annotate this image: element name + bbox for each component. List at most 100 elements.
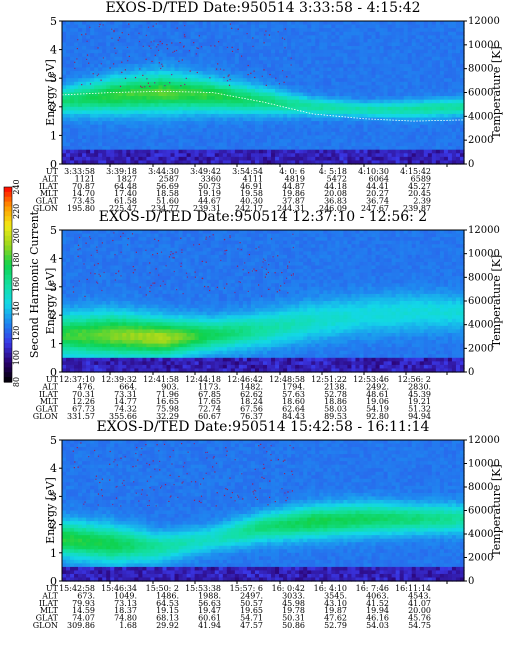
- heatmap-cell: [367, 71, 373, 76]
- heatmap-cell: [263, 131, 268, 136]
- heatmap-cell: [447, 67, 453, 72]
- heatmap-cell: [74, 63, 79, 69]
- heatmap-cell: [331, 38, 336, 44]
- heatmap-cell: [122, 24, 127, 29]
- heatmap-cell: [423, 81, 429, 86]
- heatmap-cell: [134, 24, 139, 29]
- heatmap-cell: [355, 85, 361, 90]
- heatmap-cell: [371, 110, 377, 115]
- heatmap-cell: [158, 110, 164, 115]
- heatmap-cell: [291, 81, 296, 86]
- heatmap-cell: [275, 121, 280, 126]
- heatmap-cell: [198, 85, 204, 90]
- heatmap-cell: [74, 81, 79, 86]
- heatmap-cell: [114, 110, 119, 115]
- heatmap-cell: [271, 117, 276, 122]
- heatmap-cell: [106, 117, 111, 122]
- heatmap-cell: [415, 49, 421, 54]
- heatmap-cell: [190, 124, 196, 129]
- heatmap-cell: [78, 156, 83, 162]
- heatmap-cell: [78, 272, 83, 277]
- heatmap-cell: [106, 269, 111, 274]
- heatmap-cell: [391, 138, 397, 144]
- noise-speck: [197, 47, 199, 49]
- noise-speck: [217, 63, 219, 65]
- heatmap-cell: [130, 343, 135, 348]
- heatmap-cell: [66, 117, 71, 122]
- heatmap-cell: [303, 85, 308, 90]
- heatmap-cell: [234, 146, 240, 151]
- heatmap-cell: [134, 258, 139, 263]
- heatmap-cell: [150, 138, 156, 144]
- heatmap-cell: [90, 142, 95, 147]
- heatmap-cell: [335, 135, 340, 140]
- heatmap-cell: [114, 35, 119, 40]
- heatmap-cell: [443, 21, 449, 26]
- heatmap-cell: [254, 106, 260, 111]
- heatmap-cell: [230, 56, 236, 61]
- heatmap-cell: [363, 106, 369, 111]
- heatmap-cell: [90, 272, 95, 277]
- heatmap-cell: [222, 67, 228, 72]
- noise-speck: [146, 78, 148, 80]
- heatmap-cell: [379, 24, 385, 29]
- heatmap-cell: [130, 160, 135, 165]
- heatmap-cell: [447, 156, 453, 162]
- heatmap-cell: [78, 350, 83, 355]
- heatmap-cell: [94, 135, 99, 140]
- heatmap-cell: [206, 35, 212, 40]
- heatmap-cell: [347, 92, 353, 97]
- heatmap-cell: [275, 24, 280, 29]
- heatmap-cell: [419, 128, 425, 133]
- heatmap-cell: [158, 63, 164, 69]
- heatmap-cell: [78, 364, 83, 370]
- heatmap-cell: [315, 28, 320, 33]
- heatmap-cell: [403, 113, 409, 119]
- heatmap-cell: [371, 38, 377, 44]
- heatmap-cell: [218, 42, 224, 47]
- heatmap-cell: [186, 71, 192, 76]
- heatmap-cell: [118, 74, 123, 79]
- heatmap-cell: [375, 49, 381, 54]
- heatmap-cell: [126, 21, 131, 26]
- heatmap-cell: [178, 153, 184, 158]
- heatmap-cell: [66, 31, 71, 36]
- heatmap-cell: [122, 336, 127, 341]
- heatmap-cell: [166, 117, 172, 122]
- heatmap-cell: [222, 63, 228, 69]
- heatmap-cell: [130, 60, 135, 65]
- heatmap-cell: [102, 283, 107, 288]
- noise-speck: [74, 61, 76, 63]
- y2-tick-label: 2000: [468, 135, 493, 146]
- heatmap-cell: [62, 332, 67, 338]
- heatmap-cell: [214, 81, 220, 86]
- noise-speck: [119, 37, 121, 39]
- heatmap-cell: [126, 28, 131, 33]
- heatmap-cell: [126, 71, 131, 76]
- noise-speck: [138, 32, 140, 34]
- heatmap-cell: [186, 28, 192, 33]
- heatmap-cell: [335, 21, 340, 26]
- noise-speck: [76, 58, 78, 60]
- heatmap-cell: [158, 92, 164, 97]
- heatmap-cell: [178, 49, 184, 54]
- heatmap-cell: [222, 156, 228, 162]
- heatmap-cell: [359, 142, 365, 147]
- heatmap-cell: [323, 153, 328, 158]
- heatmap-cell: [130, 258, 135, 263]
- heatmap-cell: [198, 110, 204, 115]
- heatmap-cell: [158, 156, 164, 162]
- heatmap-cell: [82, 364, 87, 370]
- heatmap-cell: [190, 31, 196, 36]
- heatmap-cell: [303, 46, 308, 51]
- heatmap-cell: [146, 21, 152, 26]
- heatmap-cell: [423, 38, 429, 44]
- heatmap-cell: [190, 60, 196, 65]
- heatmap-cell: [74, 329, 79, 334]
- heatmap-cell: [90, 135, 95, 140]
- heatmap-cell: [118, 156, 123, 162]
- heatmap-cell: [86, 88, 91, 94]
- heatmap-cell: [174, 156, 180, 162]
- heatmap-cell: [118, 276, 123, 281]
- heatmap-cell: [110, 343, 115, 348]
